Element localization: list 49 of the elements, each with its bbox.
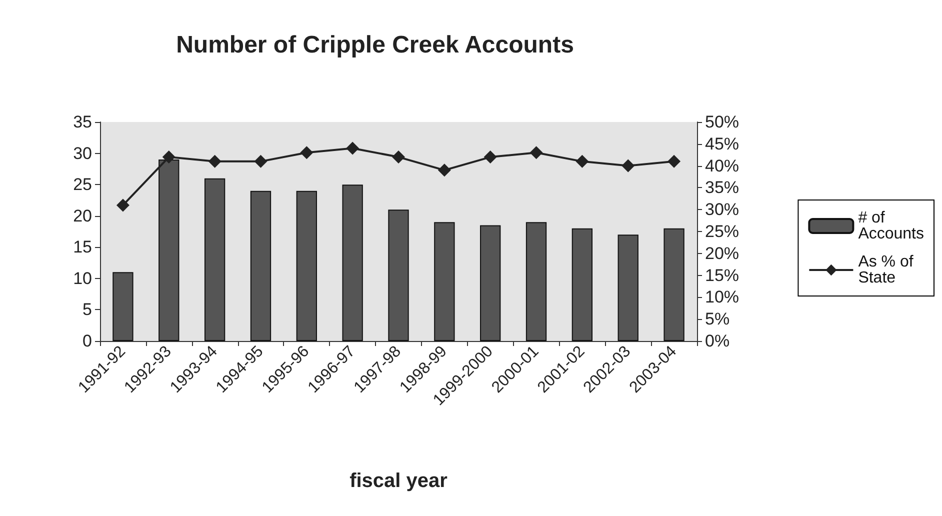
y-tick-label: 0 bbox=[82, 332, 92, 350]
y-tick-label: 15 bbox=[73, 238, 92, 257]
y-tick-label: 20 bbox=[73, 206, 92, 226]
bar bbox=[434, 222, 455, 341]
point bbox=[576, 154, 589, 168]
y2-tick-label: 30% bbox=[705, 200, 740, 220]
point bbox=[438, 164, 451, 177]
legend-label: # of Accounts bbox=[858, 210, 924, 242]
y2-tick-label: 5% bbox=[705, 310, 730, 329]
y2-tick-label: 25% bbox=[705, 222, 740, 241]
point bbox=[668, 154, 681, 168]
point bbox=[300, 146, 314, 160]
y-tick-label: 10 bbox=[73, 268, 92, 288]
y2-tick-label: 35% bbox=[705, 178, 740, 198]
bar bbox=[342, 184, 363, 341]
y2-tick-label: 45% bbox=[705, 134, 740, 154]
y-tick-label: 5 bbox=[82, 300, 92, 320]
y2-tick-label: 20% bbox=[705, 244, 740, 263]
y-tick-label: 30 bbox=[73, 144, 92, 163]
point bbox=[622, 159, 635, 172]
y-tick-label: 25 bbox=[73, 175, 92, 194]
y2-tick-label: 0% bbox=[705, 332, 730, 350]
bar bbox=[388, 210, 409, 341]
point bbox=[162, 150, 176, 164]
chart-title: Number of Cripple Creek Accounts bbox=[176, 32, 574, 58]
point bbox=[346, 142, 360, 155]
x-axis-title: fiscal year bbox=[350, 470, 448, 492]
bar bbox=[204, 178, 226, 341]
point bbox=[116, 198, 130, 212]
bar bbox=[112, 272, 134, 341]
bar bbox=[158, 160, 180, 341]
legend-label: As % of State bbox=[858, 254, 918, 286]
point bbox=[392, 150, 405, 164]
y2-tick-label: 40% bbox=[705, 156, 740, 176]
bar bbox=[250, 190, 272, 341]
bar bbox=[572, 228, 593, 341]
point bbox=[208, 154, 222, 168]
point bbox=[530, 146, 543, 160]
y2-tick-label: 50% bbox=[705, 112, 740, 132]
bar bbox=[664, 228, 684, 341]
y2-tick-label: 10% bbox=[705, 288, 740, 307]
y-tick-label: 35 bbox=[73, 112, 92, 132]
point bbox=[254, 154, 268, 168]
point bbox=[484, 150, 497, 164]
y2-tick-label: 15% bbox=[705, 266, 740, 285]
bar bbox=[296, 190, 317, 341]
bar bbox=[618, 234, 638, 341]
bar bbox=[526, 222, 547, 341]
bar bbox=[480, 225, 501, 341]
